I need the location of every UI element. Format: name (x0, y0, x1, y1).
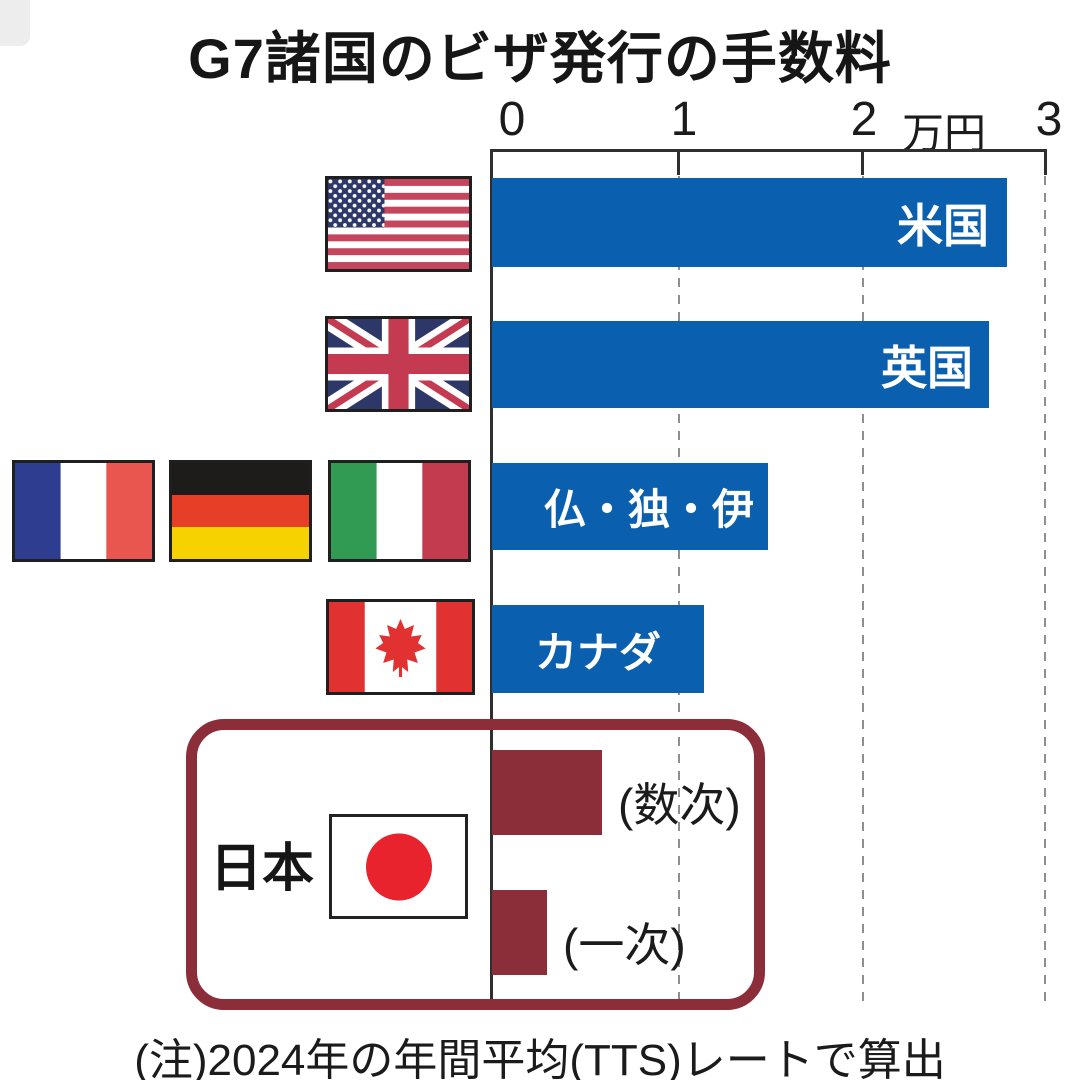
japan-flag-sun-disc (365, 833, 432, 900)
axis-baseline (490, 149, 493, 1005)
bar-label-usa: 米国 (897, 199, 989, 252)
japan-multiple-entry-label: (数次) (618, 779, 741, 831)
axis-top-line (490, 149, 1047, 152)
bar-label-uk: 英国 (881, 341, 973, 394)
italy-flag-icon (328, 460, 471, 562)
chart-title: G7諸国のビザ発行の手数料 (188, 27, 892, 90)
axis-tick-label-1: 1 (670, 93, 698, 146)
axis-tick-1 (677, 149, 680, 175)
bar-canada: カナダ (492, 605, 704, 693)
footnote: (注)2024年の年間平均(TTS)レートで算出 (134, 1036, 946, 1080)
uk-flag-icon (325, 316, 472, 412)
gridline-3 (1044, 176, 1046, 1005)
bar-label-canada: カナダ (534, 628, 661, 676)
axis-tick-label-2: 2 (850, 93, 878, 146)
gridline-1 (678, 176, 680, 1005)
japan-single-entry-label: (一次) (563, 919, 686, 971)
canada-flag-icon (326, 599, 475, 695)
japan-flag-icon (329, 814, 468, 919)
axis-tick-3 (1044, 149, 1047, 175)
bar-japan-multiple-entry (492, 750, 602, 835)
usa-flag-icon (325, 176, 472, 272)
germany-flag-icon (169, 460, 312, 562)
bar-japan-single-entry (492, 890, 547, 975)
japan-label: 日本 (210, 840, 315, 898)
axis-tick-label-3: 3 (1035, 93, 1063, 146)
bar-uk: 英国 (492, 321, 989, 408)
bar-label-france-germany-italy: 仏・独・伊 (543, 486, 754, 533)
axis-tick-2 (861, 149, 864, 175)
japan-highlight-box (186, 719, 765, 1010)
corner-smudge (0, 0, 30, 46)
axis-tick-label-0: 0 (498, 93, 526, 146)
bar-france-germany-italy: 仏・独・伊 (492, 463, 768, 550)
bar-usa: 米国 (492, 178, 1007, 267)
gridline-2 (862, 176, 864, 1005)
france-flag-icon (12, 460, 155, 562)
